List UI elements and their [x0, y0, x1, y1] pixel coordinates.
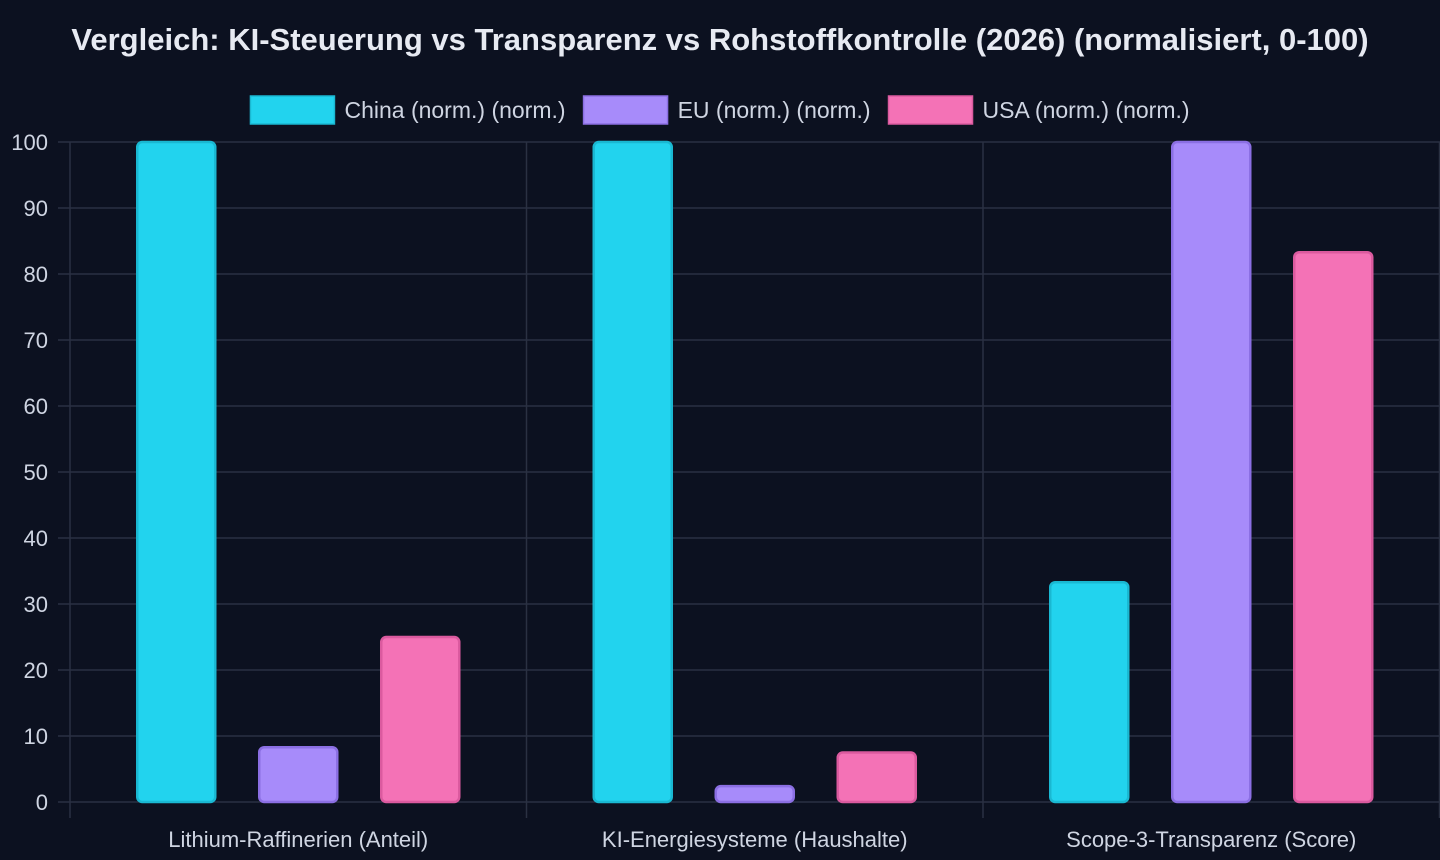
legend-label[interactable]: China (norm.) (norm.) [344, 97, 565, 123]
y-tick-label: 10 [24, 724, 48, 749]
y-tick-label: 70 [24, 328, 48, 353]
chart-title: Vergleich: KI-Steuerung vs Transparenz v… [71, 22, 1368, 57]
y-tick-label: 0 [36, 790, 48, 815]
bar[interactable] [714, 784, 795, 804]
y-tick-label: 100 [11, 130, 48, 155]
y-tick-label: 80 [24, 262, 48, 287]
bar[interactable] [836, 751, 917, 804]
y-tick-label: 60 [24, 394, 48, 419]
x-tick-label: Scope-3-Transparenz (Score) [1066, 827, 1356, 852]
bars [136, 140, 1374, 804]
bar[interactable] [258, 745, 339, 804]
bar[interactable] [136, 140, 217, 804]
legend-label[interactable]: USA (norm.) (norm.) [983, 97, 1190, 123]
legend-swatch[interactable] [582, 95, 669, 125]
y-tick-label: 20 [24, 658, 48, 683]
x-tick-label: KI-Energiesysteme (Haushalte) [602, 827, 908, 852]
bar[interactable] [380, 635, 461, 804]
legend-label[interactable]: EU (norm.) (norm.) [678, 97, 871, 123]
axis-labels: 0 10 20 30 40 50 60 70 80 90 100 Lithium-Raffinerie… [11, 130, 1356, 852]
x-tick-label: Lithium-Raffinerien (Anteil) [168, 827, 428, 852]
y-tick-label: 40 [24, 526, 48, 551]
y-tick-label: 90 [24, 196, 48, 221]
grid [58, 141, 1440, 818]
bar[interactable] [592, 140, 673, 804]
bar[interactable] [1171, 140, 1252, 804]
y-tick-label: 50 [24, 460, 48, 485]
bar[interactable] [1049, 580, 1130, 804]
bar[interactable] [1293, 250, 1374, 804]
y-tick-label: 30 [24, 592, 48, 617]
legend: China (norm.) (norm.) EU (norm.) (norm.) U… [249, 95, 1190, 125]
legend-swatch[interactable] [887, 95, 974, 125]
legend-swatch[interactable] [249, 95, 336, 125]
